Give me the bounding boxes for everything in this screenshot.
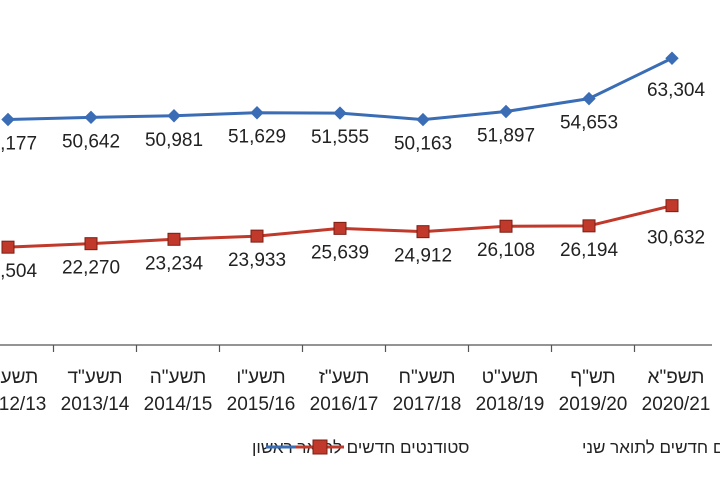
- legend-label-first-degree: סטודנטים חדשים לתואר ראשון: [252, 438, 469, 457]
- x-tick-label-years: 2013/14: [61, 394, 130, 415]
- data-label: 22,270: [62, 258, 120, 279]
- data-label: 26,194: [560, 240, 619, 261]
- data-point-marker: [84, 237, 98, 251]
- data-label: 51,897: [477, 125, 535, 146]
- x-tick-label-hebrew: תשע"ד: [68, 367, 123, 388]
- data-point-marker: [499, 104, 513, 119]
- data-point-marker: [1, 112, 15, 127]
- data-point-marker: [84, 110, 98, 125]
- data-point-marker: [333, 221, 347, 235]
- data-point-marker: [250, 229, 264, 243]
- x-tick-label-years: 2015/16: [227, 394, 296, 415]
- data-point-marker: [333, 106, 347, 120]
- data-point-marker: [665, 51, 679, 65]
- data-point-marker: [1, 240, 15, 254]
- data-point-marker: [250, 106, 264, 120]
- x-tick-label-years: 2018/19: [476, 394, 545, 415]
- data-label: 50,642: [62, 131, 120, 152]
- x-tick-label-years: 2014/15: [144, 394, 213, 415]
- data-label: 51,629: [228, 127, 286, 148]
- x-tick-label-years: 2012/13: [0, 394, 46, 415]
- data-label: 26,108: [477, 240, 535, 261]
- data-label: 24,912: [394, 246, 452, 267]
- data-point-marker: [665, 199, 679, 213]
- x-tick-label-hebrew: תשע"ט: [482, 367, 539, 388]
- data-label: 51,555: [311, 127, 369, 148]
- data-point-marker: [582, 91, 596, 106]
- data-label: 23,933: [228, 250, 286, 271]
- x-tick-label-years: 2017/18: [393, 394, 462, 415]
- x-tick-label-years: 2019/20: [559, 394, 628, 415]
- x-tick-label-hebrew: תשע"ה: [150, 367, 206, 388]
- legend-marker-second-degree: [312, 439, 328, 455]
- data-label: 63,304: [647, 80, 706, 101]
- x-tick-label-years: 2016/17: [310, 394, 379, 415]
- x-tick-label-hebrew: תשע"ז: [319, 367, 370, 388]
- data-label: 50,163: [394, 134, 452, 155]
- data-point-marker: [499, 219, 513, 233]
- x-tick-label-hebrew: תשע"ו: [236, 367, 285, 388]
- data-point-marker: [167, 109, 181, 123]
- data-label: 23,234: [145, 253, 204, 274]
- x-tick-label-hebrew: תשפ"א: [648, 367, 705, 388]
- x-tick-label-hebrew: תשע"ג: [0, 367, 38, 388]
- x-tick-label-hebrew: תש"ף: [570, 367, 615, 388]
- data-point-marker: [416, 225, 430, 239]
- data-label: 50,981: [145, 130, 203, 151]
- data-point-marker: [416, 112, 430, 127]
- data-label: 54,653: [560, 113, 618, 134]
- data-label: 21,504: [0, 261, 37, 282]
- x-tick-label-years: 2020/21: [642, 394, 711, 415]
- data-label: 50,177: [0, 134, 37, 155]
- x-tick-label-hebrew: תשע"ח: [399, 367, 456, 388]
- data-label: 25,639: [311, 242, 369, 263]
- legend-label-second-degree: סטודנטים חדשים לתואר שני: [582, 438, 720, 457]
- data-point-marker: [167, 232, 181, 246]
- data-point-marker: [582, 219, 596, 233]
- data-label: 30,632: [647, 228, 705, 249]
